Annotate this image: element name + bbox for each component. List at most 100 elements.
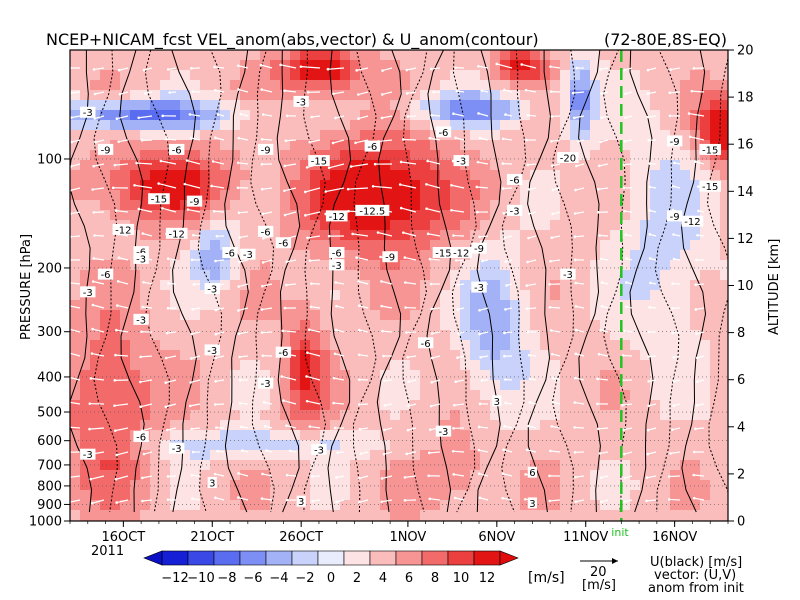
contour-label: -9	[261, 145, 271, 156]
vector-arrow-head	[597, 427, 600, 431]
field-cell	[650, 430, 661, 441]
field-cell	[340, 340, 351, 351]
field-cell	[520, 420, 531, 431]
vector-arrow	[93, 257, 105, 261]
field-cell	[230, 80, 241, 91]
field-cell	[80, 490, 91, 501]
field-cell	[600, 260, 611, 271]
vector-arrow-head	[647, 138, 651, 142]
field-cell	[700, 280, 711, 291]
field-cell	[120, 440, 131, 451]
field-cell	[200, 500, 211, 511]
field-cell	[580, 430, 591, 441]
field-cell	[290, 150, 301, 161]
field-cell	[330, 390, 341, 401]
vector-arrow-head	[524, 88, 528, 92]
field-cell	[420, 490, 431, 501]
field-cell	[90, 410, 101, 421]
field-cell	[460, 260, 471, 271]
field-cell	[220, 300, 231, 311]
field-cell	[560, 350, 571, 361]
field-cell	[520, 190, 531, 201]
field-cell	[220, 470, 231, 481]
vector-arrow	[238, 331, 249, 335]
field-cell	[100, 350, 111, 361]
field-cell	[230, 390, 241, 401]
field-cell	[440, 60, 451, 71]
vector-arrow-head	[261, 261, 265, 264]
field-cell	[720, 250, 728, 261]
field-cell	[70, 260, 81, 271]
field-cell	[200, 290, 211, 301]
field-cell	[90, 170, 101, 181]
contour-label-bg	[666, 135, 683, 147]
field-cell	[180, 440, 191, 451]
field-cell	[320, 350, 331, 361]
field-cell	[300, 340, 311, 351]
vector-arrow-head	[380, 280, 383, 283]
field-cell	[210, 250, 221, 261]
vector-arrow	[573, 91, 585, 94]
field-cell	[270, 300, 281, 311]
field-cell	[410, 340, 421, 351]
field-cell	[270, 450, 281, 461]
field-cell	[400, 510, 411, 521]
field-cell	[270, 410, 281, 421]
field-cell	[670, 320, 681, 331]
vector-arrow-head	[624, 116, 627, 119]
field-cell	[710, 400, 721, 411]
field-cell	[710, 50, 721, 61]
field-cell	[250, 100, 261, 111]
field-cell	[140, 200, 151, 211]
field-cell	[170, 50, 181, 61]
field-cell	[610, 420, 621, 431]
vector-arrow-head	[403, 499, 407, 502]
vector-arrow-head	[324, 190, 328, 193]
field-cell	[90, 350, 101, 361]
field-cell	[190, 150, 201, 161]
vector-arrow-head	[159, 159, 163, 163]
field-cell	[80, 80, 91, 91]
field-cell	[370, 280, 381, 291]
field-cell	[300, 390, 311, 401]
field-cell	[600, 70, 611, 81]
vector-arrow	[263, 113, 273, 117]
vector-arrow-head	[477, 472, 481, 476]
vector-arrow	[335, 281, 345, 285]
field-cell	[310, 200, 321, 211]
vector-arrow-head	[503, 236, 506, 239]
vector-arrow-head	[403, 476, 407, 479]
field-cell	[100, 190, 111, 201]
field-cell	[240, 150, 251, 161]
field-cell	[210, 380, 221, 391]
field-cell	[280, 290, 291, 301]
field-cell	[440, 160, 451, 171]
field-cell	[630, 280, 641, 291]
field-cell	[650, 360, 661, 371]
vector-arrow-head	[477, 425, 481, 429]
field-cell	[90, 250, 101, 261]
vector-arrow-head	[308, 259, 312, 262]
field-cell	[120, 180, 131, 191]
field-cell	[490, 440, 501, 451]
vector-arrow-head	[505, 284, 508, 287]
vector-arrow	[190, 379, 201, 383]
vector-arrow-head	[261, 354, 265, 357]
vector-arrow	[479, 331, 489, 335]
vector-arrow-head	[260, 162, 264, 166]
contour-label-bg	[699, 180, 722, 192]
field-cell	[620, 320, 631, 331]
vector-arrow-head	[695, 404, 699, 407]
field-cell	[260, 370, 271, 381]
field-cell	[210, 130, 221, 141]
field-cell	[220, 450, 231, 461]
field-cell	[450, 120, 461, 131]
vector-arrow-head	[551, 188, 555, 192]
field-cell	[600, 160, 611, 171]
vector-arrow-head	[527, 236, 530, 240]
field-cell	[120, 390, 131, 401]
field-cell	[490, 320, 501, 331]
field-cell	[350, 420, 361, 431]
field-cell	[200, 110, 211, 121]
